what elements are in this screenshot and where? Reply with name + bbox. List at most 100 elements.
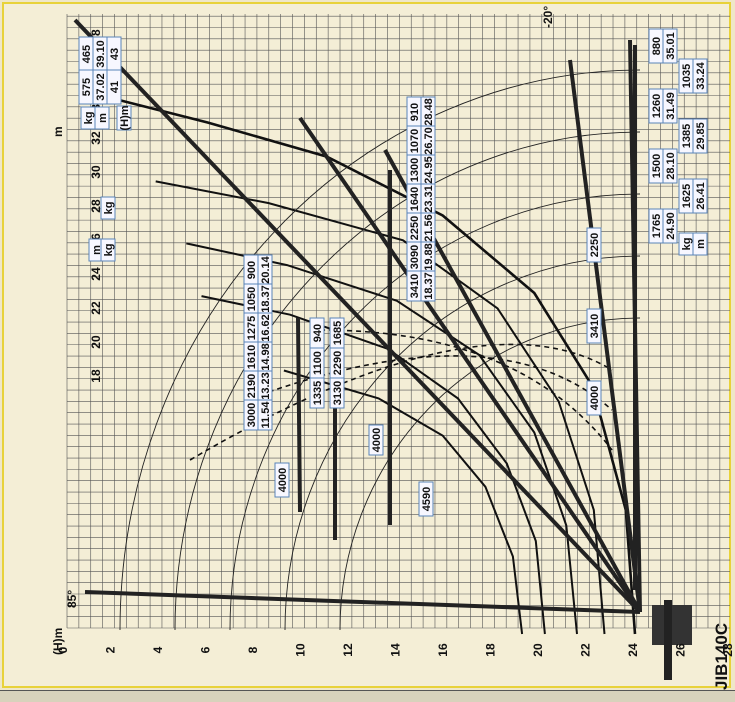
mid-load-load: 3090 — [406, 241, 422, 273]
mid-load-load: 910 — [406, 96, 422, 128]
label-text: 1070 — [409, 129, 421, 153]
tip-load-radius: 39.10 — [92, 36, 108, 72]
mid-load-radius: 23.31 — [420, 183, 436, 215]
label-text: 2290 — [332, 351, 344, 375]
top-load-load: 900 — [243, 254, 259, 286]
label-box — [274, 462, 290, 498]
label-text: 28.10 — [665, 152, 677, 180]
height-tick-label: 26 — [674, 643, 688, 657]
label-text: 2250 — [409, 216, 421, 240]
label-box — [586, 380, 602, 416]
inner-small-load: 4000 — [368, 424, 384, 456]
label-text: 33.24 — [695, 61, 707, 89]
label-text: 2250 — [589, 233, 601, 257]
label-text: 4590 — [421, 487, 433, 511]
tip-load-radius: 37.02 — [92, 69, 108, 105]
label-text: 4000 — [277, 468, 289, 492]
label-text: 20.14 — [260, 255, 272, 283]
mid-load-radius: 21.56 — [420, 212, 436, 244]
top-load-radius: 11.54 — [257, 399, 273, 431]
label-text: 3410 — [409, 274, 421, 298]
label-text: 16.62 — [260, 314, 272, 342]
label-text: 41 — [109, 81, 121, 93]
label-text: kg — [681, 238, 693, 251]
top-load-load: 1610 — [243, 341, 259, 373]
label-text: 26.41 — [695, 182, 707, 210]
label-text: 3000 — [246, 403, 258, 427]
label-text: 4000 — [371, 428, 383, 452]
model-label: JIB140C — [712, 623, 731, 690]
right-load-load: 1385 — [678, 118, 694, 154]
label-text: 26.70 — [423, 127, 435, 155]
right-load-radius: 33.24 — [692, 58, 708, 94]
top-load-radius: 14.98 — [257, 341, 273, 373]
reach-tick-label: 32 — [89, 131, 103, 145]
label-text: 19.88 — [423, 243, 435, 271]
reach-tick-label: 20 — [89, 335, 103, 349]
label-box — [692, 58, 708, 94]
label-text: 3130 — [332, 381, 344, 405]
right-legend-load: kg — [678, 232, 694, 256]
label-text: 1275 — [246, 316, 258, 340]
label-text: 465 — [81, 45, 93, 63]
label-box — [586, 308, 602, 344]
label-text: 1260 — [651, 94, 663, 118]
top-load-radius: 18.37 — [257, 283, 273, 315]
boom-section — [298, 116, 642, 614]
label-text: 24.90 — [665, 212, 677, 240]
label-text: 43 — [109, 48, 121, 60]
label-text: 18.37 — [423, 272, 435, 300]
right-legend-radius: m — [692, 232, 708, 256]
label-text: 37.02 — [95, 73, 107, 101]
label-box — [80, 106, 96, 130]
grid — [66, 14, 730, 629]
boom-section — [73, 18, 642, 614]
dashed-zone-curve — [189, 343, 613, 461]
label-text: 1610 — [246, 345, 258, 369]
label-box — [662, 88, 678, 124]
height-tick-label: 18 — [484, 643, 498, 657]
right-load-radius: 29.85 — [692, 118, 708, 154]
label-text: 1640 — [409, 187, 421, 211]
jib-section — [296, 317, 302, 513]
height-tick-label: 22 — [579, 643, 593, 657]
inner-load: 940 — [309, 317, 325, 349]
label-text: (H)m — [119, 105, 131, 130]
height-axis-unit: m — [51, 126, 65, 137]
label-box — [100, 238, 116, 262]
legend-height-unit: (H)m — [116, 105, 132, 131]
thin-arc — [174, 131, 641, 631]
mid-load-radius: 24.95 — [420, 154, 436, 186]
axis-ticks: 0246810121416182022242628383634323028262… — [56, 29, 735, 657]
label-text: 1625 — [681, 184, 693, 208]
envelope-curve — [201, 295, 546, 635]
label-box — [662, 28, 678, 64]
label-text: 1035 — [681, 64, 693, 88]
legend-load-unit: kg — [80, 106, 96, 130]
top-load-load: 1275 — [243, 312, 259, 344]
crane-column — [664, 600, 672, 680]
right-load-radius: 31.49 — [662, 88, 678, 124]
label-box — [106, 69, 122, 105]
mid-load-radius: 18.37 — [420, 270, 436, 302]
label-text: 14.98 — [260, 343, 272, 371]
label-box — [692, 232, 708, 256]
label-text: 880 — [651, 37, 663, 55]
envelope-curve — [97, 93, 637, 635]
inner-load: 1100 — [309, 347, 325, 379]
label-text: kg — [83, 112, 95, 125]
label-text: 900 — [246, 261, 258, 279]
height-tick-label: 12 — [341, 643, 355, 657]
label-box — [257, 399, 273, 431]
right-load-load: 880 — [648, 28, 664, 64]
reach-tick-label: 22 — [89, 301, 103, 315]
zone-load: 4000 — [274, 462, 290, 498]
inner-load: 1685 — [329, 317, 345, 349]
tip-height: 41 — [106, 69, 122, 105]
label-text: 1100 — [312, 351, 324, 375]
reach-tick-label: 24 — [89, 267, 103, 281]
mid-load-load: 1640 — [406, 183, 422, 215]
envelope-curve — [155, 180, 606, 635]
label-text: m — [91, 245, 103, 255]
